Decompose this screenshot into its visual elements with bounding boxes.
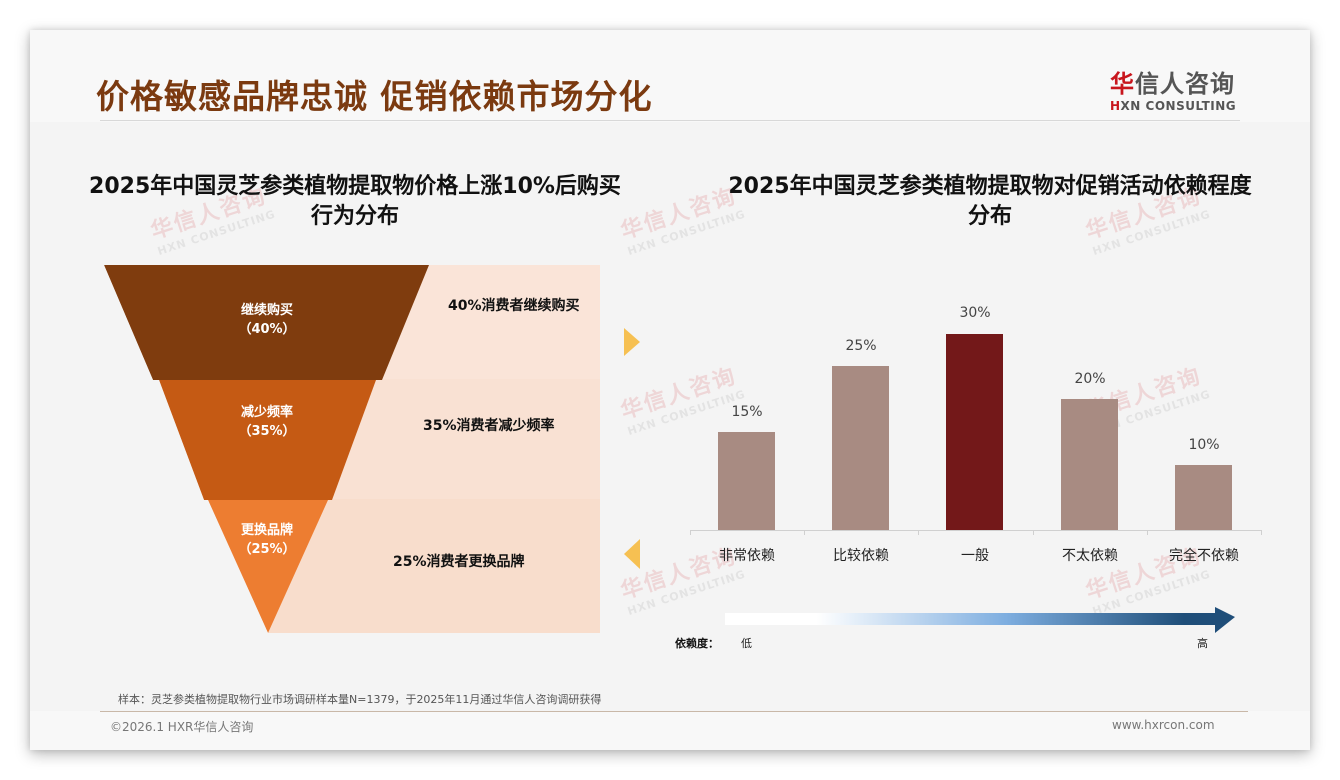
footer-band	[30, 711, 1310, 750]
logo-en-mark: H	[1110, 99, 1121, 113]
funnel-chart: 继续购买 （40%） 减少频率 （35%） 更换品牌 （25%） 40%消费者继续购买…	[100, 265, 600, 633]
page-title: 价格敏感品牌忠诚 促销依赖市场分化	[96, 77, 653, 116]
x-axis-tick	[1147, 530, 1148, 535]
bar	[1175, 465, 1232, 530]
logo-text: 信人咨询	[1135, 70, 1235, 98]
copyright: ©2026.1 HXR华信人咨询	[110, 720, 254, 734]
x-axis-tick	[1033, 530, 1034, 535]
triangle-right-icon	[624, 328, 640, 356]
bar-value-label: 10%	[1188, 437, 1220, 453]
legend-high: 高	[1197, 637, 1208, 650]
header-band	[30, 30, 1310, 122]
bar-highlight	[946, 334, 1003, 530]
x-axis-label: 完全不依赖	[1169, 548, 1239, 564]
bar-chart-title: 2025年中国灵芝参类植物提取物对促销活动依赖程度 分布	[728, 174, 1252, 229]
x-axis-tick	[690, 530, 691, 535]
logo-mark: 华	[1110, 70, 1135, 98]
funnel-segment-label: 减少频率 （35%）	[238, 405, 296, 439]
bar	[718, 432, 775, 530]
funnel-segment-continue	[104, 265, 429, 380]
funnel-annotation: 35%消费者减少频率	[423, 418, 555, 434]
x-axis-label: 非常依赖	[719, 548, 775, 564]
bar-value-label: 15%	[731, 404, 763, 420]
bar-value-label: 20%	[1074, 371, 1106, 387]
funnel-segment-reduce	[159, 380, 376, 500]
footer-divider	[100, 711, 1248, 712]
funnel-annotation: 25%消费者更换品牌	[393, 554, 525, 570]
funnel-segment-switch	[208, 500, 328, 633]
legend-label: 依赖度：	[675, 637, 719, 650]
funnel-segment-label: 更换品牌 （25%）	[238, 523, 296, 557]
x-axis-tick	[804, 530, 805, 535]
x-axis-tick	[918, 530, 919, 535]
company-logo: 华信人咨询 HXN CONSULTING	[1110, 64, 1250, 113]
logo-en: HXN CONSULTING	[1110, 99, 1250, 113]
legend-low: 低	[741, 637, 752, 650]
slide: 价格敏感品牌忠诚 促销依赖市场分化 华信人咨询 HXN CONSULTING 华…	[30, 30, 1310, 750]
bar	[1061, 399, 1118, 530]
logo-cn: 华信人咨询	[1110, 64, 1250, 99]
x-axis	[690, 530, 1262, 531]
sample-note: 样本：灵芝参类植物提取物行业市场调研样本量N=1379，于2025年11月通过华…	[118, 693, 602, 706]
bar	[832, 366, 889, 530]
triangle-left-icon	[624, 539, 640, 569]
x-axis-label: 比较依赖	[833, 548, 889, 564]
funnel-segment-label: 继续购买 （40%）	[238, 303, 296, 337]
gradient-arrow-icon	[725, 607, 1235, 633]
title-divider	[100, 120, 1240, 121]
funnel-annotation: 40%消费者继续购买	[448, 298, 580, 314]
funnel-chart-title: 2025年中国灵芝参类植物提取物价格上涨10%后购买 行为分布	[89, 174, 621, 229]
x-axis-label: 一般	[961, 548, 989, 564]
bar-value-label: 30%	[959, 305, 991, 321]
logo-en-text: XN CONSULTING	[1120, 99, 1237, 113]
bar-value-label: 25%	[845, 338, 877, 354]
funnel-shapes	[100, 265, 429, 633]
website-link[interactable]: www.hxrcon.com	[1112, 718, 1215, 732]
x-axis-tick	[1261, 530, 1262, 535]
bar-chart: 15% 25% 30% 20% 10% 非常依赖 比较依赖 一般 不太依赖 完全…	[690, 300, 1262, 570]
x-axis-label: 不太依赖	[1062, 548, 1118, 564]
